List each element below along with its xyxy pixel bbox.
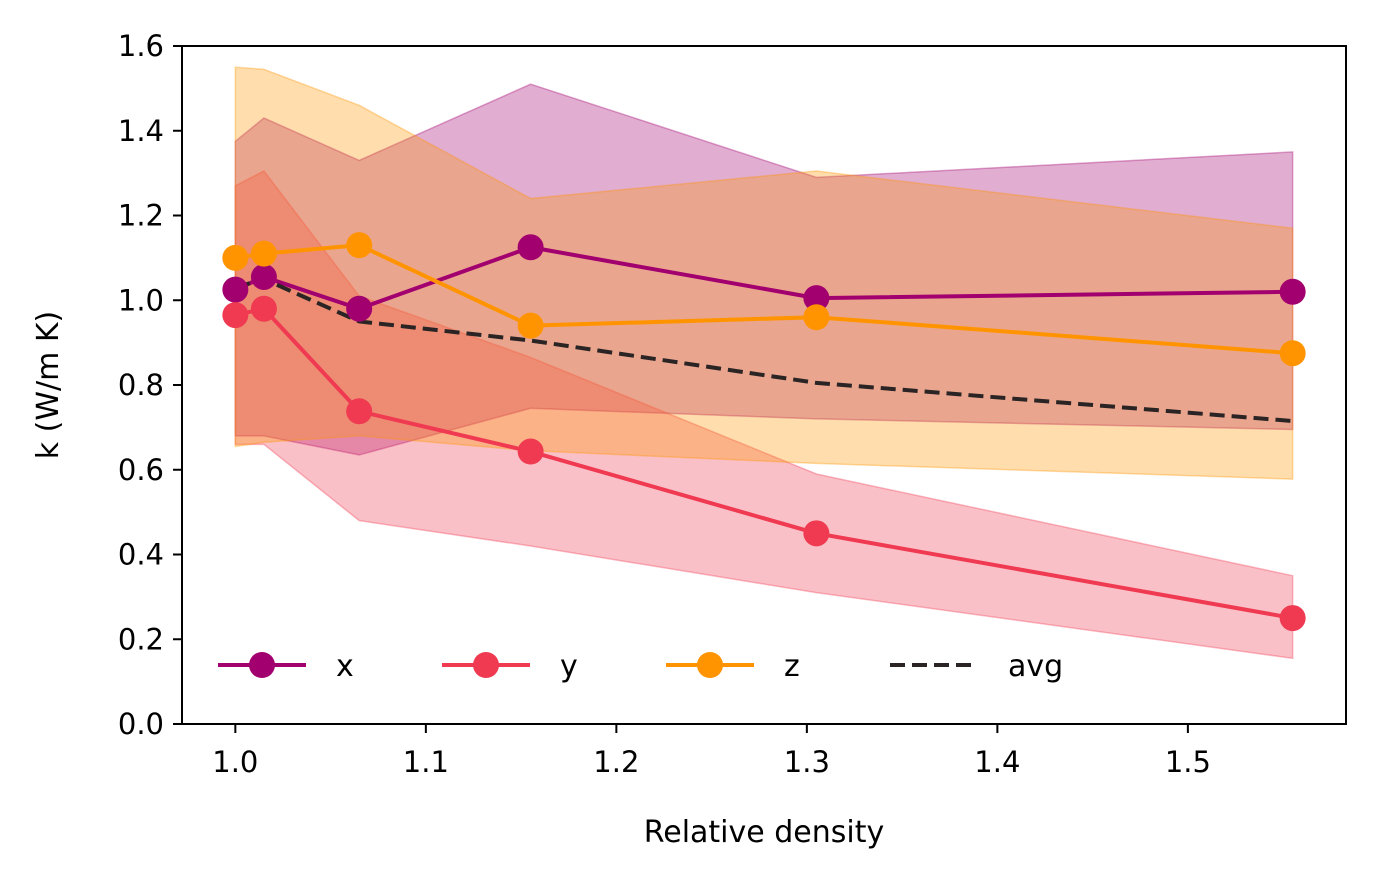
- point-x-5: [1279, 278, 1306, 305]
- legend-entry-y: y: [442, 649, 578, 684]
- legend-label-avg: avg: [1008, 649, 1063, 684]
- point-z-2: [346, 232, 373, 259]
- y-tick-label-8: 1.6: [118, 29, 164, 63]
- y-tick-label-7: 1.4: [118, 114, 164, 148]
- point-y-4: [803, 520, 830, 547]
- y-tick-label-5: 1.0: [118, 283, 164, 317]
- point-x-1: [250, 263, 277, 290]
- legend-entry-avg: avg: [890, 649, 1063, 684]
- y-axis-label: k (W/m K): [31, 311, 66, 460]
- point-y-1: [250, 295, 277, 322]
- x-tick-label-1: 1.1: [403, 745, 449, 779]
- point-z-5: [1279, 340, 1306, 367]
- legend-entry-z: z: [666, 649, 800, 684]
- band-z: [234, 66, 1294, 480]
- x-tick-label-4: 1.4: [974, 745, 1020, 779]
- legend-label-z: z: [784, 649, 800, 684]
- y-tick-label-2: 0.4: [118, 538, 164, 572]
- legend-marker-x: [249, 652, 275, 678]
- x-axis-ticks: 1.0 1.1 1.2 1.3 1.4 1.5: [212, 724, 1211, 779]
- point-z-3: [517, 312, 544, 339]
- y-tick-label-0: 0.0: [118, 707, 164, 741]
- point-z-1: [250, 240, 277, 267]
- x-axis-label: Relative density: [644, 815, 885, 850]
- x-tick-label-5: 1.5: [1165, 745, 1211, 779]
- legend-marker-y: [473, 652, 499, 678]
- point-x-0: [222, 276, 249, 303]
- legend-label-x: x: [336, 649, 354, 684]
- y-tick-label-1: 0.2: [118, 622, 164, 656]
- x-tick-label-3: 1.3: [784, 745, 830, 779]
- y-tick-label-3: 0.6: [118, 453, 164, 487]
- point-x-3: [517, 234, 544, 261]
- legend-entry-x: x: [218, 649, 354, 684]
- x-tick-label-0: 1.0: [212, 745, 258, 779]
- y-tick-label-6: 1.2: [118, 199, 164, 233]
- x-tick-label-2: 1.2: [593, 745, 639, 779]
- point-y-2: [346, 398, 373, 425]
- point-x-2: [346, 295, 373, 322]
- y-tick-label-4: 0.8: [118, 368, 164, 402]
- point-x-4: [803, 285, 830, 312]
- point-y-0: [222, 302, 249, 329]
- legend-marker-z: [697, 652, 723, 678]
- series-markers: [222, 232, 1306, 632]
- legend: x y z avg: [218, 649, 1063, 684]
- point-y-3: [517, 438, 544, 465]
- band-x: [234, 83, 1294, 456]
- point-z-4: [803, 304, 830, 331]
- confidence-bands: [234, 66, 1294, 660]
- point-z-0: [222, 244, 249, 271]
- y-axis-ticks: 0.0 0.2 0.4 0.6 0.8 1.0 1.2 1.4 1.6: [118, 29, 182, 741]
- point-y-5: [1279, 605, 1306, 632]
- legend-label-y: y: [560, 649, 578, 684]
